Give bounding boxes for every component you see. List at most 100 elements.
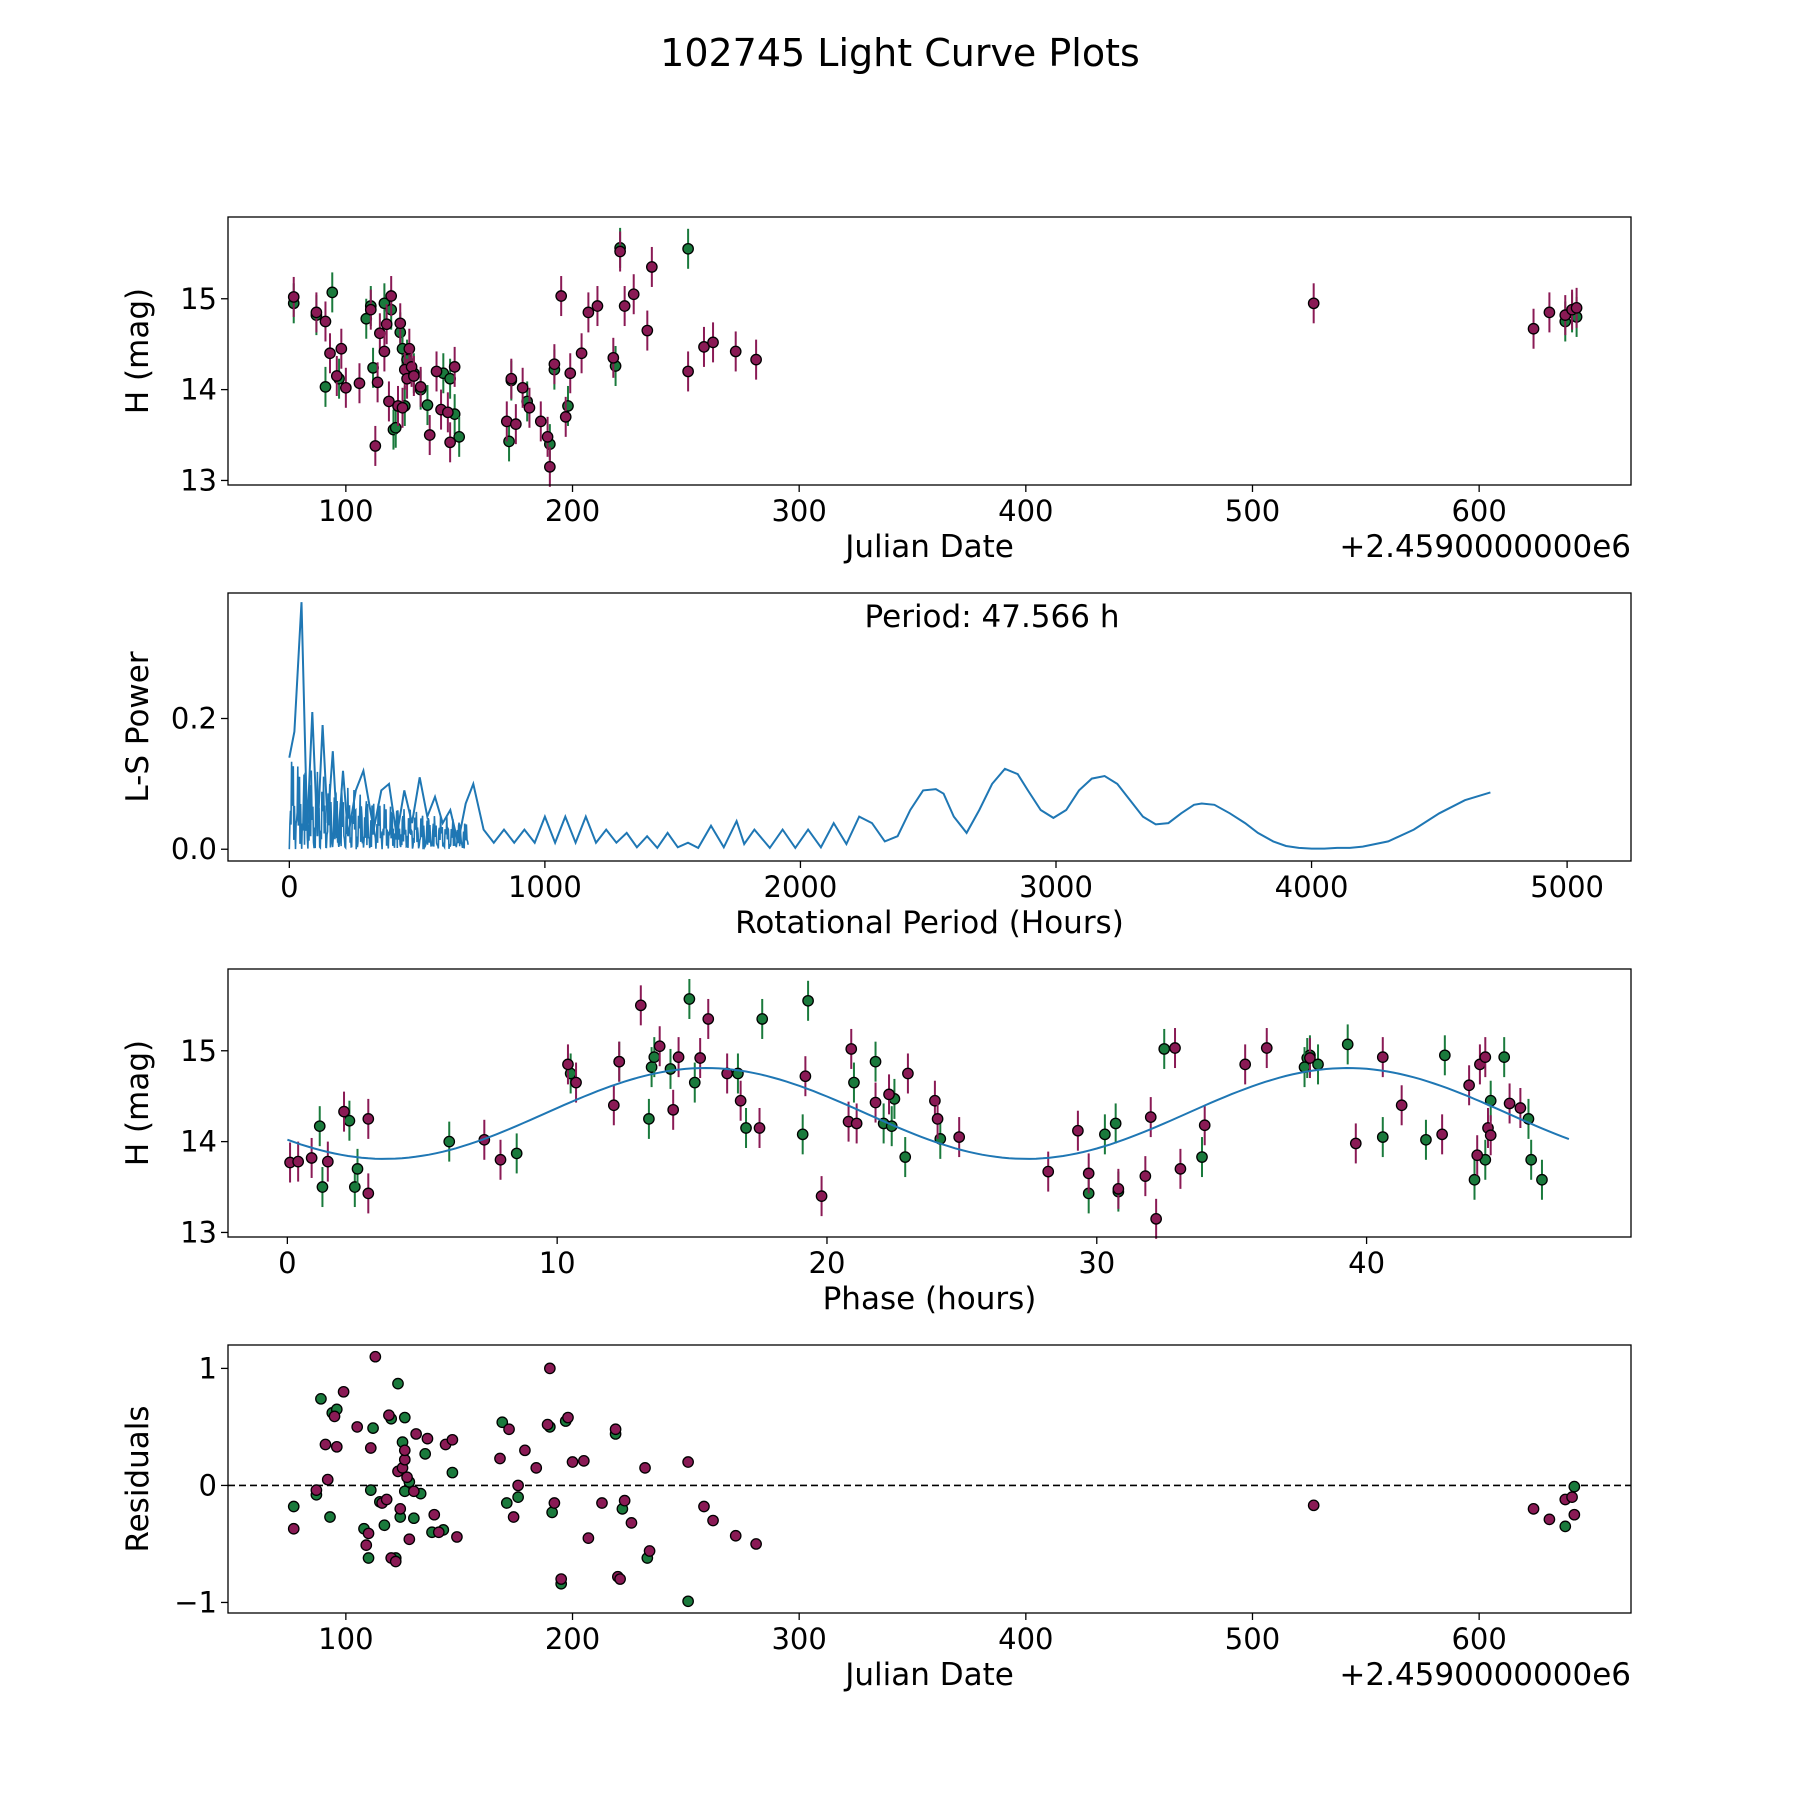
phased-point-purple <box>362 1187 375 1200</box>
x-axis-label: Rotational Period (Hours) <box>735 905 1124 941</box>
x-tick-label: 100 <box>318 494 373 528</box>
residual-point-purple <box>351 1421 364 1433</box>
x-tick-label: 500 <box>1225 494 1280 528</box>
phased-point-green <box>796 1128 809 1141</box>
phased-point-green <box>899 1151 912 1163</box>
residual-point-green <box>682 1595 694 1608</box>
phased-point-purple <box>305 1152 318 1164</box>
phased-point-green <box>688 1076 701 1089</box>
phased-point-purple <box>1072 1124 1084 1137</box>
phased-point-purple <box>1198 1119 1211 1132</box>
residual-point-purple <box>548 1497 561 1509</box>
phased-point-purple <box>1436 1128 1448 1141</box>
phased-point-purple <box>570 1076 582 1089</box>
phased-point-green <box>648 1051 661 1063</box>
x-tick-label: 2000 <box>764 870 838 904</box>
phased-point-green <box>1525 1153 1538 1166</box>
phased-point-purple <box>953 1131 966 1143</box>
phased-point-purple <box>702 1013 715 1025</box>
lightcurve-point-purple <box>607 351 620 364</box>
phased-point-purple <box>1471 1149 1484 1162</box>
phased-point-purple <box>815 1190 828 1202</box>
x-tick-label: 4000 <box>1275 870 1349 904</box>
periodogram-series <box>288 602 1491 850</box>
residual-point-green <box>287 1500 300 1513</box>
lightcurve-point-purple <box>707 336 719 349</box>
phased-point-purple <box>562 1058 574 1071</box>
phased-point-green <box>1158 1043 1171 1055</box>
residual-point-purple <box>389 1555 402 1568</box>
lightcurve-point-purple <box>1307 297 1320 310</box>
phased-axes: 0 10 20 30 40 13 14 15 Phase (hours) H (mag) <box>120 968 1632 1317</box>
residual-point-purple <box>380 1493 393 1506</box>
lightcurve-point-purple <box>448 361 461 373</box>
x-tick-label: 600 <box>1451 1622 1506 1656</box>
residual-point-green <box>408 1512 420 1525</box>
residual-point-purple <box>1307 1499 1320 1512</box>
lightcurve-point-green <box>682 242 694 255</box>
x-axis-label: Phase (hours) <box>823 1281 1037 1317</box>
residual-point-purple <box>541 1418 554 1431</box>
phased-point-purple <box>1479 1051 1492 1063</box>
phased-point-purple <box>753 1122 766 1134</box>
residual-point-purple <box>408 1485 420 1498</box>
phased-point-purple <box>1082 1167 1095 1180</box>
lightcurve-axes: 100 200 300 400 500 600 13 14 15 Julian Date H (ma… <box>120 216 1632 565</box>
phased-point-purple <box>1144 1111 1157 1123</box>
y-tick-label: 15 <box>180 1034 217 1068</box>
residual-point-green <box>446 1466 459 1479</box>
lightcurve-point-purple <box>523 401 536 414</box>
lightcurve-point-purple <box>371 376 384 389</box>
lightcurve-point-purple <box>396 401 409 414</box>
y-tick-label: 15 <box>180 282 217 316</box>
phased-point-purple <box>321 1155 334 1168</box>
lightcurve-point-purple <box>555 290 568 302</box>
figure-title: 102745 Light Curve Plots <box>660 31 1140 75</box>
phased-point-green <box>443 1135 456 1148</box>
residual-point-green <box>500 1497 513 1509</box>
residual-point-green <box>1568 1480 1581 1493</box>
phased-point-purple <box>607 1099 620 1112</box>
residual-point-purple <box>1566 1491 1578 1503</box>
x-tick-label: 200 <box>545 1622 600 1656</box>
residual-point-purple <box>519 1444 531 1457</box>
phased-point-purple <box>1484 1129 1497 1142</box>
residual-point-purple <box>383 1409 395 1422</box>
lightcurve-point-purple <box>380 318 393 331</box>
residual-point-green <box>378 1519 391 1532</box>
phased-point-purple <box>845 1043 858 1055</box>
lightcurve-point-purple <box>559 411 572 423</box>
axes-frame <box>227 216 1632 486</box>
lightcurve-point-purple <box>369 440 382 452</box>
residual-point-purple <box>750 1538 762 1550</box>
phased-point-green <box>1341 1038 1354 1051</box>
residual-point-purple <box>494 1452 506 1465</box>
residual-point-purple <box>555 1573 568 1585</box>
phased-point-purple <box>1112 1183 1125 1195</box>
phased-point-green <box>1109 1117 1122 1130</box>
lightcurve-point-green <box>453 431 466 443</box>
lightcurve-point-green <box>319 381 332 393</box>
x-tick-label: 0 <box>278 1246 296 1280</box>
phased-point-green <box>1420 1133 1432 1146</box>
phased-point-purple <box>1503 1097 1516 1110</box>
axes-frame <box>227 968 1632 1238</box>
residual-point-purple <box>421 1432 434 1445</box>
lightcurve-point-purple <box>444 436 456 449</box>
lightcurve-point-purple <box>330 370 343 382</box>
periodogram-axes: 0 1000 2000 3000 4000 5000 0.0 0.2 Rotational Pe… <box>120 592 1632 941</box>
lightcurve-point-purple <box>1543 306 1556 319</box>
x-tick-label: 100 <box>318 1622 373 1656</box>
residual-point-green <box>398 1411 411 1424</box>
residual-point-green <box>1559 1520 1572 1533</box>
x-offset-label: +2.4590000000e6 <box>1339 529 1631 565</box>
phased-point-green <box>351 1163 364 1175</box>
lightcurve-point-purple <box>541 431 554 443</box>
residual-point-purple <box>582 1532 595 1544</box>
residual-point-purple <box>360 1539 373 1551</box>
residuals-axes: 100 200 300 400 500 600 −1 0 1 Julian Date Residua… <box>120 1344 1632 1693</box>
phased-point-green <box>869 1055 882 1068</box>
period-annotation: Period: 47.566 h <box>865 599 1120 635</box>
lightcurve-point-purple <box>324 347 336 360</box>
